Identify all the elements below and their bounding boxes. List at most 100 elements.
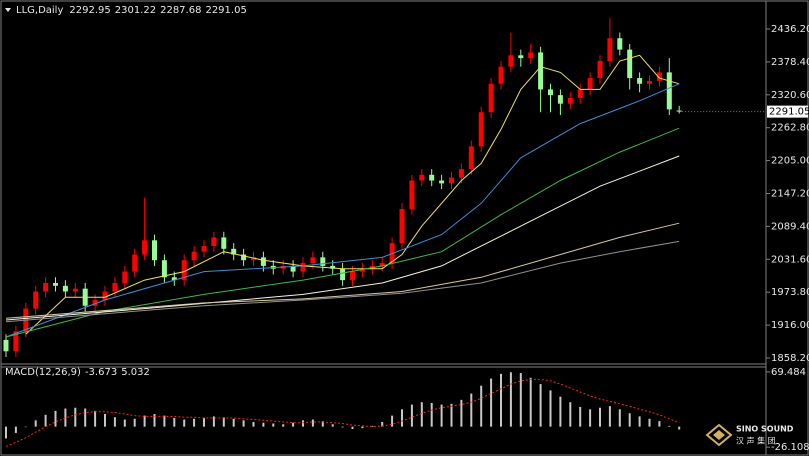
macd-bar [391,415,394,427]
macd-bar [232,418,235,427]
y-tick-label: 2205.00 [771,156,809,167]
y-tick-label: 69.484 [771,367,806,378]
macd-bar [311,419,314,427]
candle-body [498,66,504,84]
macd-bar [64,408,67,427]
y-tick-label: 2378.40 [771,57,809,68]
candle-body [587,78,593,90]
candle-body [251,257,256,261]
macd-bar [173,417,176,427]
candle-body [439,180,445,184]
candle-body [43,282,49,292]
candle-body [62,285,68,292]
y-tick-label: 2089.40 [771,221,809,232]
macd-header: MACD(12,26,9) -3.673 5.032 [5,367,150,378]
macd-bar [14,426,17,433]
macd-bar [321,421,324,427]
macd-bar [163,415,166,427]
logo: SINO SOUND 汉 声 集 团 [705,423,794,447]
y-tick-label: 1973.80 [771,287,809,298]
candle-body [567,97,573,104]
macd-bar [410,404,413,427]
candle-body [548,89,553,96]
candle-body [637,78,643,84]
macd-bar [84,408,87,427]
candle-body [72,288,78,292]
menu-triangle[interactable] [5,8,11,12]
candle-body [478,112,484,147]
y-tick-label: 1916.00 [771,320,809,331]
macd-bar [272,423,275,427]
candle-body [260,257,266,266]
candle-body [528,52,534,59]
macd-bar [440,404,443,427]
moving-average [5,155,680,321]
macd-bar [589,409,592,427]
macd-bar [54,410,57,427]
open-value: 2292.95 [69,5,110,16]
macd-bar [401,409,403,427]
moving-average [5,83,680,338]
candle-body [468,146,474,170]
macd-bar [529,377,532,427]
candle-body [488,83,494,113]
candle-body [429,174,435,181]
macd-bar [381,421,384,427]
macd-bar [5,426,7,439]
candle-body [449,177,454,184]
macd-title: MACD(12,26,9) [5,367,81,378]
macd-bar [222,417,225,427]
macd-bar [24,426,27,428]
logo-name: SINO SOUND [736,425,794,434]
candle-body [399,208,405,244]
signal-value: 5.032 [121,367,150,378]
macd-bar [104,414,106,427]
macd-bar [331,424,334,427]
macd-bar [242,420,245,427]
macd-bar [34,420,37,427]
macd-bar [282,424,285,427]
macd-bar [480,385,483,427]
macd-bar [559,396,562,427]
moving-average [25,54,680,335]
macd-bar [599,407,601,427]
macd-bar [203,417,205,427]
macd-bar [450,403,453,427]
macd-bar [618,409,621,427]
y-tick-label: 2320.60 [771,90,809,101]
macd-bar [94,410,97,427]
candle-body [241,254,247,261]
candle-body [191,251,197,261]
candle-body [419,174,425,181]
candle-body [132,254,138,272]
candle-body [181,260,187,281]
macd-bar [539,384,542,427]
macd-bar [212,416,215,427]
logo-icon [705,423,733,447]
moving-average [5,127,680,338]
moving-average [5,222,680,319]
macd-bar [668,425,671,427]
macd-bar [500,373,502,427]
y-tick-label: 2031.60 [771,254,809,265]
candle-body [350,271,355,281]
macd-bar [183,419,186,427]
macd-bar [470,393,473,427]
macd-bar [549,390,552,427]
candle-body [92,300,98,306]
candle-body [142,240,148,255]
candle-body [656,72,662,81]
candle-body [538,52,544,90]
candle-body [379,263,385,266]
candle-body [102,291,108,301]
candle-body [310,257,316,264]
candle-body [320,257,326,266]
macd-bar [678,426,681,430]
y-tick-label: 2147.20 [771,188,809,199]
symbol: LLG,Daily [16,5,63,16]
candle-body [53,282,58,286]
candles [3,18,682,357]
candle-body [171,277,177,281]
